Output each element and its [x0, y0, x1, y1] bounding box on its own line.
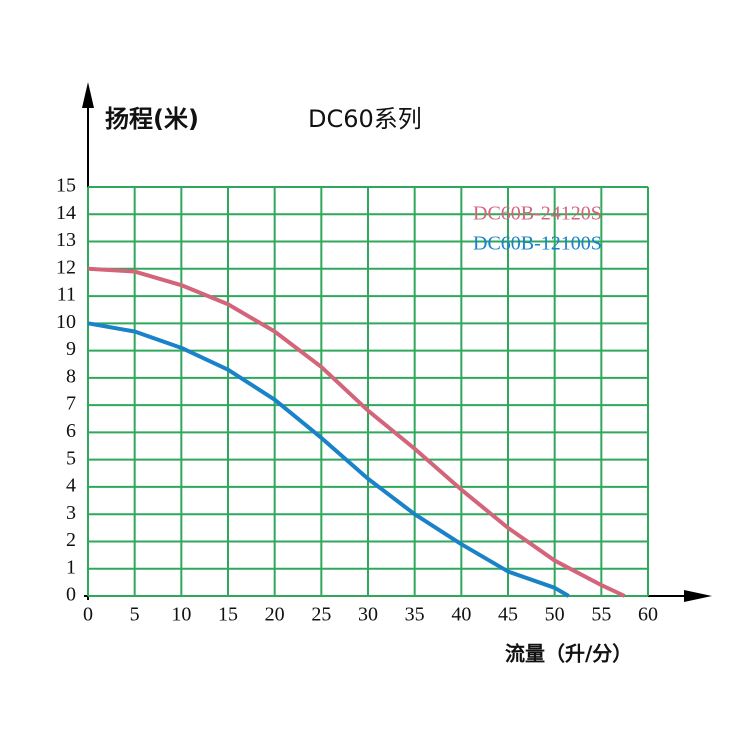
y-tick-label: 3: [66, 502, 76, 524]
legend-label: DC60B-12100S: [473, 233, 602, 255]
y-tick-label: 6: [66, 420, 76, 442]
x-tick-label: 20: [265, 604, 285, 626]
x-tick-label: 15: [218, 604, 238, 626]
y-axis-label: 扬程(米): [105, 105, 199, 133]
legend-label: DC60B-24120S: [473, 203, 602, 225]
series-line: [87, 266, 626, 598]
y-tick-label: 10: [56, 311, 76, 333]
x-tick-label: 0: [83, 604, 93, 626]
y-tick-label: 2: [66, 529, 76, 551]
y-tick-label: 0: [66, 584, 76, 606]
y-tick-label: 5: [66, 447, 76, 469]
series-line: [87, 321, 570, 598]
y-tick-label: 12: [56, 256, 76, 278]
y-tick-label: 15: [56, 175, 76, 197]
x-axis-label: 流量（升/分）: [505, 642, 632, 666]
x-tick-label: 35: [405, 604, 425, 626]
y-arrow: [82, 82, 94, 108]
x-tick-label: 30: [358, 604, 378, 626]
x-tick-label: 40: [451, 604, 471, 626]
y-tick-label: 11: [57, 284, 76, 306]
chart-title: DC60系列: [308, 105, 422, 133]
x-tick-label: 60: [638, 604, 658, 626]
x-tick-label: 5: [130, 604, 140, 626]
y-tick-label: 1: [66, 556, 76, 578]
x-tick-label: 50: [545, 604, 565, 626]
y-tick-label: 13: [56, 229, 76, 251]
x-tick-label: 55: [591, 604, 611, 626]
y-tick-label: 7: [66, 393, 76, 415]
y-tick-label: 4: [66, 475, 76, 497]
y-tick-label: 14: [56, 202, 76, 224]
x-arrow: [684, 590, 712, 602]
x-tick-label: 25: [311, 604, 331, 626]
x-tick-label: 10: [171, 604, 191, 626]
y-tick-label: 8: [66, 365, 76, 387]
y-tick-label: 9: [66, 338, 76, 360]
x-tick-label: 45: [498, 604, 518, 626]
